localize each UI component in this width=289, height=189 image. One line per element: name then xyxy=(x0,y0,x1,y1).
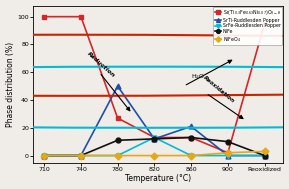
Sr(Ti$_{0.3}$Fe$_{0.63}$Ni$_{0.07}$)O$_{3-\delta}$ xyxy=(42,15,46,18)
SrTi-Ruddlesden Popper xyxy=(226,154,229,157)
SrFe-Ruddlesden Popper xyxy=(42,154,46,157)
SrTi-Ruddlesden Popper xyxy=(153,138,156,140)
SrFe-Ruddlesden Popper xyxy=(189,154,193,157)
SrTi-Ruddlesden Popper xyxy=(263,154,266,157)
Line: NiFe: NiFe xyxy=(42,135,267,158)
NiFe xyxy=(226,141,229,143)
SrTi-Ruddlesden Popper xyxy=(42,154,46,157)
Sr(Ti$_{0.3}$Fe$_{0.63}$Ni$_{0.07}$)O$_{3-\delta}$ xyxy=(189,136,193,139)
Text: H$_2$O: H$_2$O xyxy=(191,72,205,81)
Text: Reduction: Reduction xyxy=(86,51,116,79)
NiFeO$_4$ xyxy=(79,154,83,157)
NiFeO$_4$ xyxy=(153,154,156,157)
Text: Reoxidation: Reoxidation xyxy=(202,75,235,104)
SrFe-Ruddlesden Popper xyxy=(79,154,83,157)
Line: SrFe-Ruddlesden Popper: SrFe-Ruddlesden Popper xyxy=(42,135,267,158)
SrFe-Ruddlesden Popper xyxy=(226,154,229,157)
Line: Sr(Ti$_{0.3}$Fe$_{0.63}$Ni$_{0.07}$)O$_{3-\delta}$: Sr(Ti$_{0.3}$Fe$_{0.63}$Ni$_{0.07}$)O$_{… xyxy=(42,14,267,155)
NiFe xyxy=(263,154,266,157)
Line: NiFeO$_4$: NiFeO$_4$ xyxy=(42,149,267,158)
Sr(Ti$_{0.3}$Fe$_{0.63}$Ni$_{0.07}$)O$_{3-\delta}$ xyxy=(153,136,156,139)
NiFe xyxy=(79,154,83,157)
Sr(Ti$_{0.3}$Fe$_{0.63}$Ni$_{0.07}$)O$_{3-\delta}$ xyxy=(263,22,266,25)
SrTi-Ruddlesden Popper xyxy=(116,85,119,87)
SrFe-Ruddlesden Popper xyxy=(263,154,266,157)
NiFeO$_4$ xyxy=(189,154,193,157)
Sr(Ti$_{0.3}$Fe$_{0.63}$Ni$_{0.07}$)O$_{3-\delta}$ xyxy=(79,15,83,18)
SrTi-Ruddlesden Popper xyxy=(79,154,83,157)
SrTi-Ruddlesden Popper xyxy=(189,125,193,128)
SrFe-Ruddlesden Popper xyxy=(153,136,156,139)
NiFe xyxy=(42,154,46,157)
SrFe-Ruddlesden Popper xyxy=(116,154,119,157)
NiFeO$_4$ xyxy=(116,154,119,157)
X-axis label: Temperature (°C): Temperature (°C) xyxy=(125,174,191,184)
NiFe xyxy=(189,136,193,139)
Line: SrTi-Ruddlesden Popper: SrTi-Ruddlesden Popper xyxy=(42,84,267,158)
NiFe xyxy=(116,139,119,141)
NiFeO$_4$ xyxy=(263,150,266,153)
NiFeO$_4$ xyxy=(42,154,46,157)
Sr(Ti$_{0.3}$Fe$_{0.63}$Ni$_{0.07}$)O$_{3-\delta}$ xyxy=(226,152,229,154)
Legend: Sr(Ti$_{0.3}$Fe$_{0.63}$Ni$_{0.07}$)O$_{3-\delta}$, SrTi-Ruddlesden Popper, SrFe: Sr(Ti$_{0.3}$Fe$_{0.63}$Ni$_{0.07}$)O$_{… xyxy=(213,6,282,45)
Sr(Ti$_{0.3}$Fe$_{0.63}$Ni$_{0.07}$)O$_{3-\delta}$ xyxy=(116,117,119,119)
NiFeO$_4$ xyxy=(226,152,229,154)
Y-axis label: Phase distribution (%): Phase distribution (%) xyxy=(5,41,14,127)
NiFe xyxy=(153,138,156,140)
